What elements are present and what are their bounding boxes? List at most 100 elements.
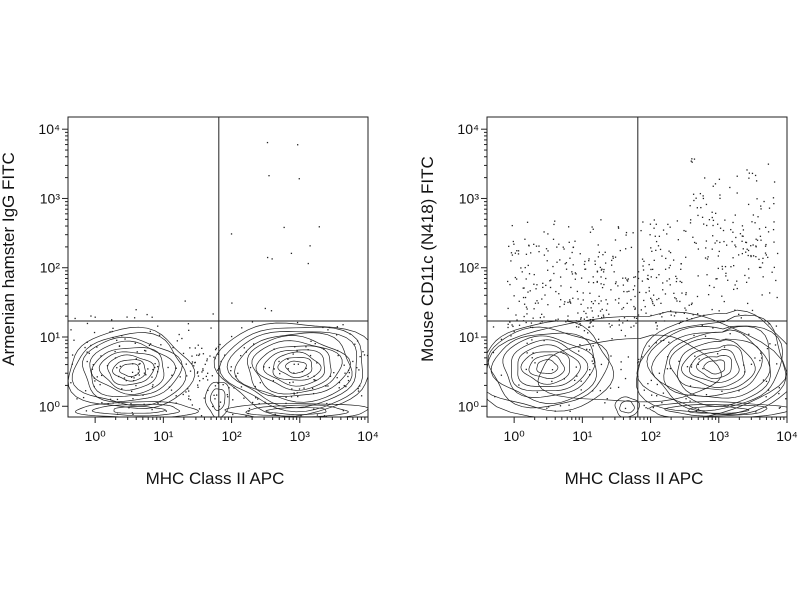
event-dot [693,158,696,160]
event-dot [758,258,760,261]
event-dot [273,368,275,370]
event-dot [172,346,174,349]
contour [68,326,196,409]
event-dot [750,245,752,247]
event-dot [625,234,627,236]
event-dot [296,392,298,394]
event-dot [691,158,693,160]
event-dot [652,294,655,296]
event-dot [676,220,679,222]
event-dot [344,372,346,374]
event-dot [662,312,664,314]
event-dot [531,339,533,341]
event-dot [263,366,265,368]
event-dot [510,335,512,337]
event-dot [630,246,633,249]
event-dot [558,293,560,295]
event-dot [695,410,698,412]
event-dot [327,329,329,331]
event-dot [316,414,319,416]
event-dot [564,263,566,265]
event-dot [86,322,89,325]
event-dot [648,290,650,292]
event-dot [649,223,652,225]
x-tick-label: 10⁰ [85,428,107,444]
event-dot [300,414,302,417]
event-dot [679,300,681,303]
event-dot [676,277,678,280]
event-dot [690,303,693,306]
event-dot [569,299,571,301]
y-tick-label: 10³ [459,190,480,206]
event-dot [633,305,635,308]
event-dot [328,326,331,329]
event-dot [697,275,699,277]
event-dot [287,358,289,360]
event-dot [588,281,590,283]
event-dot [592,316,594,319]
event-dot [522,296,525,299]
event-dot [134,342,136,344]
event-dot [651,250,653,252]
event-dot [525,278,527,280]
contour [487,320,615,412]
event-dot [553,272,555,275]
event-dot [582,292,584,294]
event-dot [754,174,757,177]
event-dot [293,392,295,394]
event-dot [109,434,110,435]
x-axis-label: MHC Class II APC [565,469,704,488]
event-dot [154,366,156,369]
event-dot [143,349,146,352]
event-dot [773,241,775,243]
event-dot [611,324,613,326]
event-dot [764,245,767,247]
event-dot [201,347,203,349]
event-dot [511,224,513,227]
event-dot [559,405,562,407]
contour [669,338,763,397]
event-dot [84,346,86,349]
event-dot [756,239,759,241]
event-dot [574,272,577,274]
contour [677,339,756,391]
event-dot [652,406,654,409]
event-dot [681,281,683,284]
event-dot [547,233,549,235]
event-dot [226,394,229,396]
event-dot [769,343,771,345]
event-dot [761,262,764,264]
event-dot [575,326,578,328]
event-dot [659,248,662,251]
event-dot [556,246,558,248]
event-dot [219,401,222,403]
event-dot [668,341,670,343]
event-dot [575,366,577,368]
event-dot [191,404,194,406]
event-dot [711,216,713,219]
event-dot [597,244,599,246]
x-tick-label: 10¹ [572,428,593,444]
event-dot [230,233,233,235]
event-dot [760,208,762,210]
event-dot [680,263,682,265]
event-dot [569,410,571,412]
event-dot [309,354,312,357]
event-dot [273,348,275,350]
event-dot [500,338,503,340]
event-dot [507,323,509,325]
event-dot [634,307,636,309]
event-dot [369,379,370,380]
event-dot [285,402,287,405]
event-dot [759,359,761,362]
event-dot [608,323,610,325]
contour [272,351,322,381]
contour [663,329,771,399]
event-dot [661,401,663,404]
event-dot [695,242,697,244]
event-dot [541,321,543,323]
event-dot [196,372,199,374]
event-dot [603,268,605,271]
event-dot [329,375,332,377]
event-dot [565,321,567,323]
